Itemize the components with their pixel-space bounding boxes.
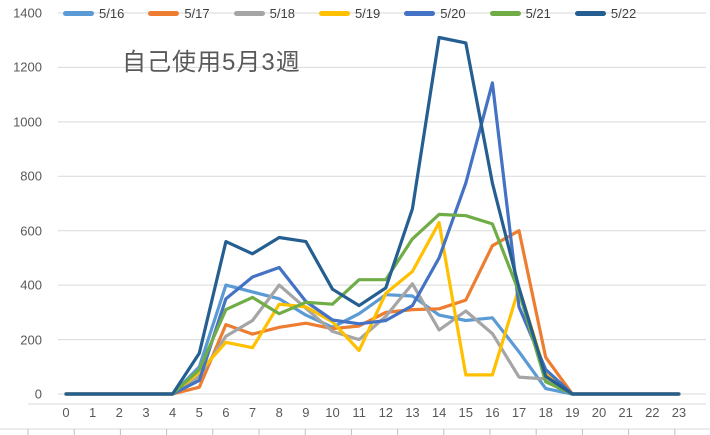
- y-axis-tick-label: 1200: [13, 59, 42, 75]
- x-axis-tick-label: 10: [325, 405, 340, 420]
- x-axis-tick-label: 21: [618, 405, 633, 420]
- y-axis-tick-label: 1000: [13, 114, 42, 130]
- legend-label: 5/21: [525, 6, 551, 21]
- legend-label: 5/20: [440, 6, 466, 21]
- x-axis-tick-label: 8: [275, 405, 283, 420]
- legend-swatch-5/17: [148, 11, 180, 16]
- legend-swatch-5/21: [489, 11, 521, 16]
- x-axis-tick-label: 23: [671, 405, 687, 420]
- legend-label: 5/19: [354, 6, 381, 21]
- x-axis-tick-label: 12: [378, 405, 394, 420]
- x-axis-tick-label: 16: [485, 405, 500, 420]
- x-axis-tick-label: 22: [645, 405, 660, 420]
- x-axis-tick-label: 2: [115, 405, 123, 420]
- legend-swatch-5/22: [574, 11, 606, 16]
- x-axis-tick-label: 0: [62, 405, 70, 420]
- legend-label: 5/17: [184, 6, 210, 21]
- x-axis-tick-label: 14: [431, 405, 447, 420]
- legend-item-5/22[interactable]: 5/22: [574, 6, 637, 21]
- x-axis-tick-label: 18: [538, 405, 553, 420]
- series-line-5/19: [64, 221, 681, 396]
- chart-title: 自己使用5月3週: [122, 49, 301, 76]
- x-axis-tick-label: 6: [222, 405, 230, 420]
- legend-item-5/17[interactable]: 5/17: [148, 6, 210, 21]
- y-axis-tick-label: 800: [20, 168, 42, 184]
- legend-item-5/21[interactable]: 5/21: [489, 6, 551, 21]
- legend-label: 5/16: [99, 6, 125, 21]
- x-axis-tick-label: 20: [591, 405, 607, 420]
- y-axis-tick-label: 400: [20, 277, 42, 293]
- legend-item-5/20[interactable]: 5/20: [404, 6, 466, 21]
- x-axis-tick-label: 15: [458, 405, 473, 420]
- x-axis-tick-label: 17: [511, 405, 527, 420]
- series-line-5/17: [64, 229, 681, 396]
- legend-item-5/16[interactable]: 5/16: [63, 6, 124, 21]
- series-line-5/20: [64, 81, 681, 396]
- x-axis-tick-label: 1: [89, 405, 97, 420]
- legend-swatch-5/16: [63, 11, 94, 16]
- x-axis-tick-label: 11: [352, 405, 366, 420]
- legend-label: 5/18: [269, 6, 295, 21]
- legend-swatch-5/18: [233, 11, 265, 16]
- legend-item-5/19[interactable]: 5/19: [318, 6, 381, 21]
- y-axis-tick-label: 200: [20, 332, 42, 348]
- legend-item-5/18[interactable]: 5/18: [233, 6, 295, 21]
- y-axis-tick-label: 600: [20, 223, 42, 239]
- x-axis-tick-label: 13: [405, 405, 420, 420]
- x-axis-tick-label: 9: [302, 405, 310, 420]
- x-axis-tick-label: 5: [195, 405, 203, 420]
- y-axis-tick-label: 1400: [13, 5, 42, 21]
- legend-swatch-5/19: [318, 11, 350, 16]
- series-line-5/18: [64, 282, 681, 396]
- x-axis-tick-label: 7: [248, 405, 257, 420]
- legend-label: 5/22: [610, 6, 637, 21]
- legend-swatch-5/20: [404, 11, 436, 16]
- y-axis-tick-label: 0: [34, 386, 42, 402]
- x-axis-tick-label: 19: [565, 405, 580, 420]
- x-axis-tick-label: 3: [142, 405, 150, 420]
- series-line-5/22: [64, 35, 681, 396]
- x-axis-tick-label: 4: [168, 405, 177, 420]
- chart-legend: 5/16 5/17 5/18 5/19 5/20 5/21 5/22: [63, 6, 660, 21]
